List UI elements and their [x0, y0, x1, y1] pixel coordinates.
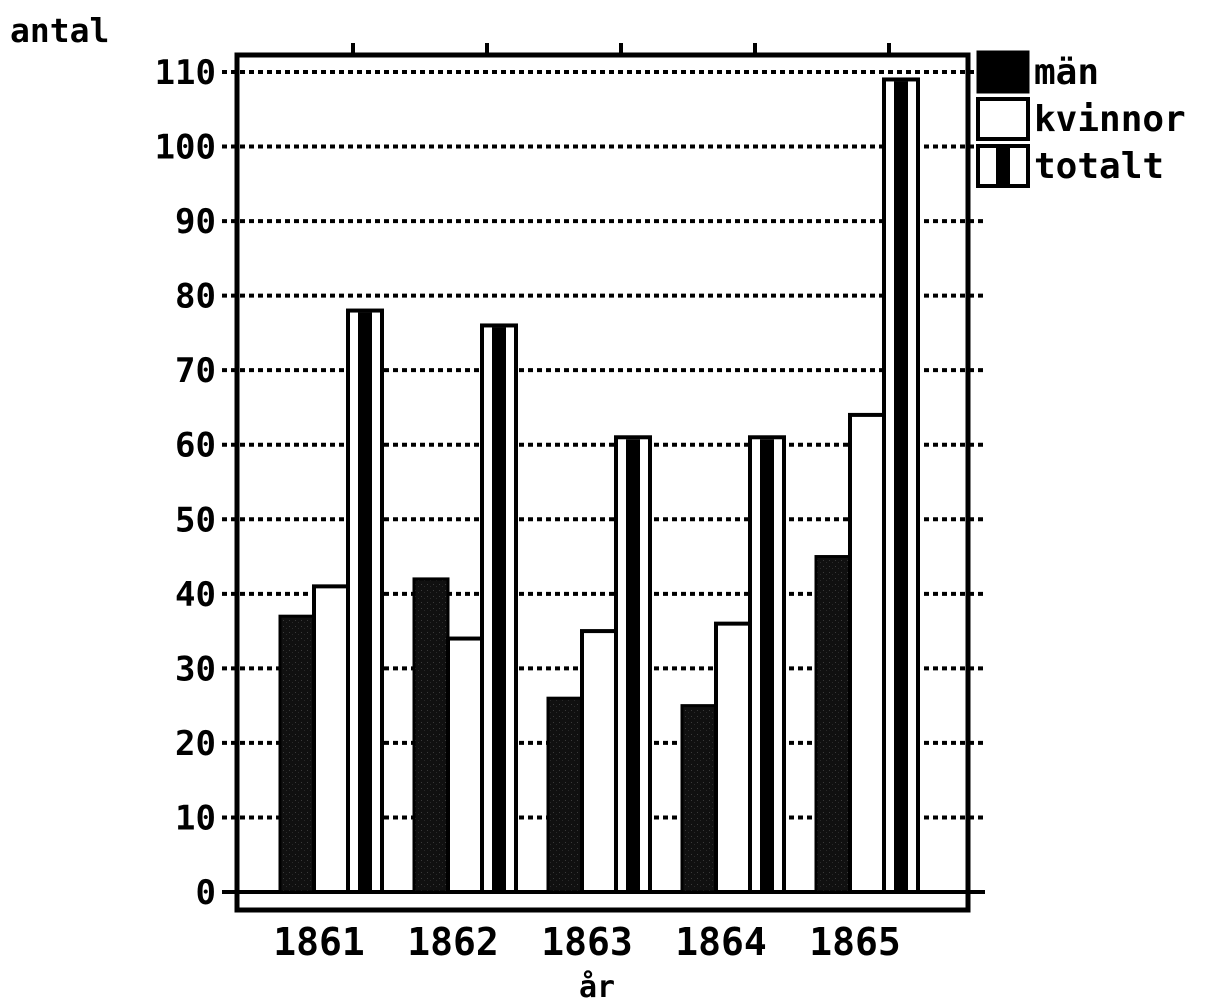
bar-totalt-1863 [614, 435, 652, 894]
y-tick-label: 70 [175, 351, 216, 391]
bar-totalt-1862 [480, 323, 518, 895]
y-tick-label: 10 [175, 798, 216, 838]
legend-item-totalt: totalt [976, 144, 1164, 188]
legend-swatch [976, 97, 1030, 141]
legend-swatch [976, 50, 1030, 94]
x-tick-label: 1865 [809, 920, 901, 964]
legend-label: kvinnor [1034, 99, 1186, 140]
y-axis-label: antal [10, 11, 109, 50]
x-tick-label: 1863 [541, 920, 633, 964]
x-tick-label: 1862 [407, 920, 499, 964]
x-tick-label: 1864 [675, 920, 767, 964]
y-tick-label: 0 [196, 873, 216, 913]
y-tick-label: 60 [175, 426, 216, 466]
legend-item-män: män [976, 50, 1099, 94]
y-tick-label: 90 [175, 202, 216, 242]
legend-label: män [1034, 52, 1099, 93]
bar-män-1861 [278, 614, 316, 894]
bar-totalt-1864 [748, 435, 786, 894]
y-tick-label: 40 [175, 575, 216, 615]
y-tick-label: 50 [175, 500, 216, 540]
y-tick-label: 80 [175, 277, 216, 317]
x-axis-label: år [579, 969, 615, 1003]
bar-kvinnor-1863 [580, 629, 618, 894]
y-tick-label: 110 [155, 53, 216, 93]
bar-kvinnor-1865 [848, 412, 886, 894]
legend-swatch [976, 144, 1030, 188]
bar-kvinnor-1864 [714, 621, 752, 894]
bar-kvinnor-1862 [446, 636, 484, 895]
bar-kvinnor-1861 [312, 584, 350, 894]
legend-label: totalt [1034, 146, 1164, 187]
y-tick-label: 100 [155, 128, 216, 168]
y-tick-label: 30 [175, 649, 216, 689]
bar-totalt-1865 [882, 77, 920, 895]
bar-totalt-1861 [346, 308, 384, 894]
bar-män-1863 [546, 696, 584, 894]
bar-män-1865 [814, 555, 852, 894]
legend-item-kvinnor: kvinnor [976, 97, 1186, 141]
y-tick-label: 20 [175, 724, 216, 764]
bar-män-1862 [412, 577, 450, 894]
x-tick-label: 1861 [273, 920, 365, 964]
bar-män-1864 [680, 704, 718, 894]
plot-frame [234, 52, 971, 913]
